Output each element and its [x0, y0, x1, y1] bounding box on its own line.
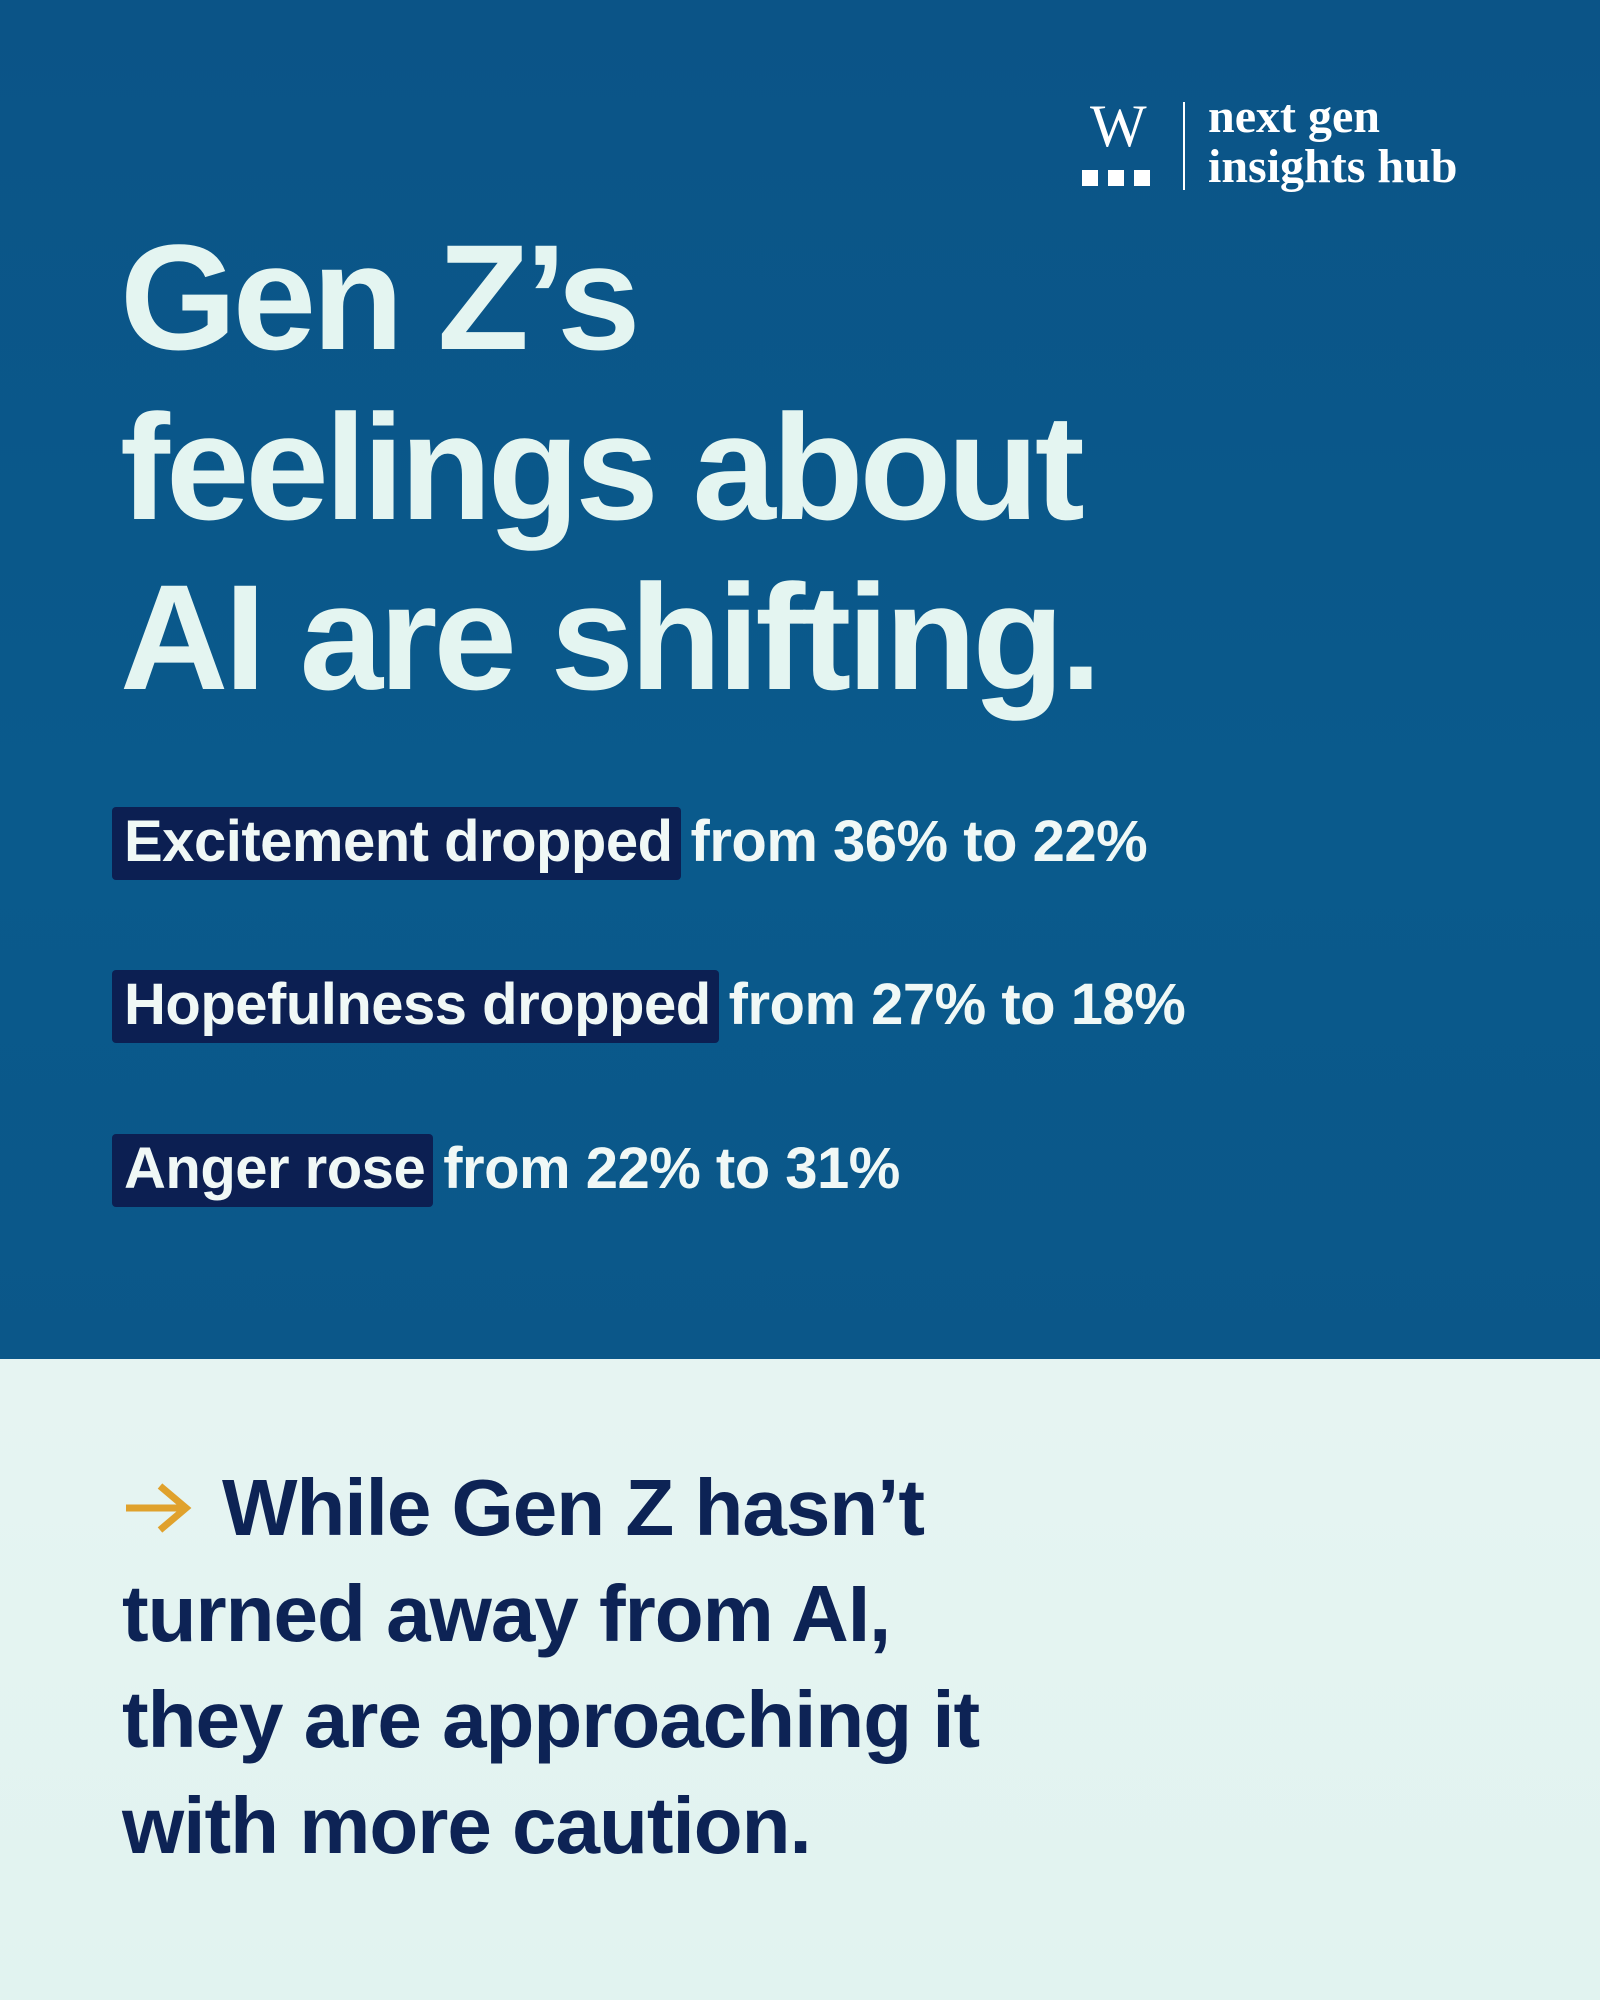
callout-line: While Gen Z hasn’t [222, 1463, 925, 1552]
stat: Anger rose from 22% to 31% [112, 1134, 900, 1207]
arrow-icon [126, 1483, 192, 1533]
logo-dots [1082, 170, 1160, 191]
logo-line: insights hub [1208, 140, 1458, 193]
logo-line: next gen [1208, 90, 1380, 143]
title-line: AI are shifting. [120, 553, 1102, 721]
stat-text: from 27% to 18% [728, 972, 1186, 1037]
title: Gen Z’s feelings about AI are shifting. [120, 212, 1102, 722]
stat-highlight: Excitement dropped [112, 807, 681, 880]
stat-text: from 36% to 22% [690, 809, 1148, 874]
logo-text: next gen insights hub [1208, 92, 1458, 192]
stat: Hopefulness dropped from 27% to 18% [112, 970, 1186, 1043]
stat-highlight: Hopefulness dropped [112, 970, 719, 1043]
stat-highlight: Anger rose [112, 1134, 434, 1207]
stat: Excitement dropped from 36% to 22% [112, 807, 1148, 880]
logo-letter: W [1090, 93, 1147, 159]
callout-line: with more caution. [122, 1781, 812, 1870]
stat-text: from 22% to 31% [443, 1136, 900, 1201]
title-line: feelings about [120, 383, 1085, 551]
callout-panel [0, 1359, 1600, 2000]
callout: While Gen Z hasn’t turned away from AI, … [122, 1455, 980, 1879]
callout-line: turned away from AI, [122, 1569, 891, 1658]
title-line: Gen Z’s [120, 213, 641, 381]
callout-line: they are approaching it [122, 1675, 980, 1764]
header-panel: W next gen insights hub Gen Z’s feelings… [0, 0, 1600, 1359]
logo-divider [1183, 102, 1185, 190]
